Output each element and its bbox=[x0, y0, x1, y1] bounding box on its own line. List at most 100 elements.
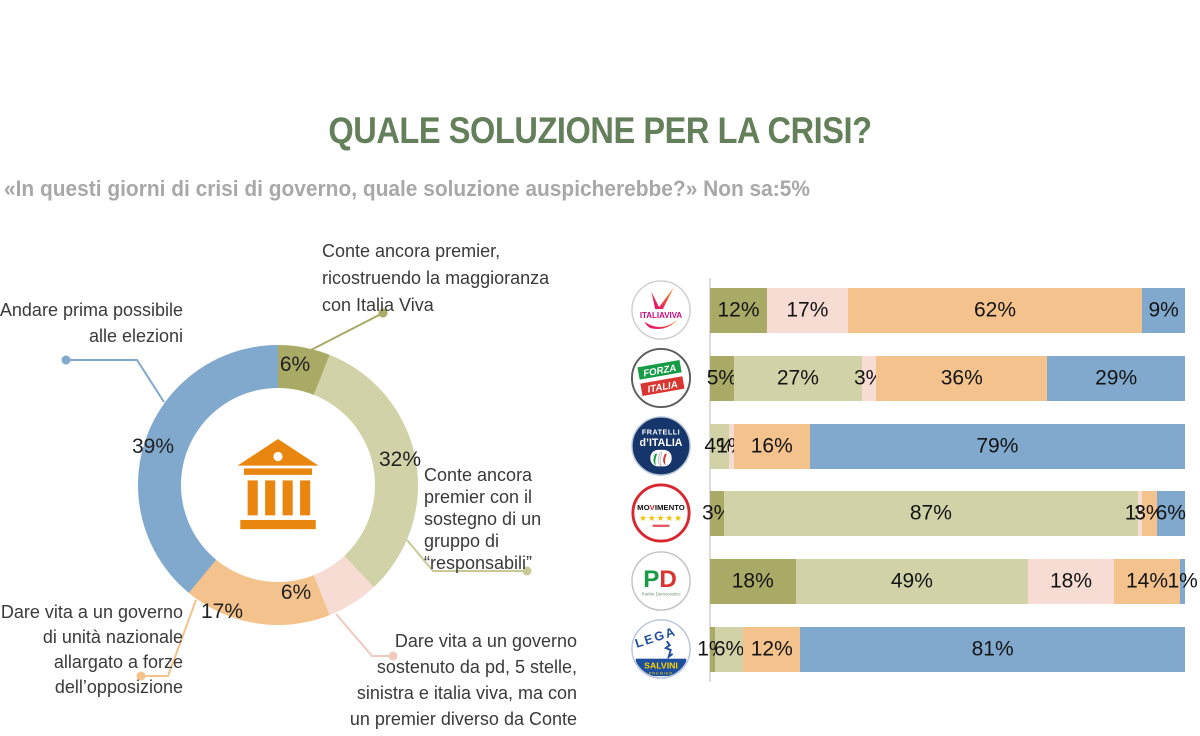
donut-percent-label: 6% bbox=[280, 581, 312, 604]
bar-segment: 3% bbox=[854, 356, 884, 401]
donut-chart: 6% 32% 6% 17% 39% bbox=[132, 345, 422, 625]
callout-line: ricostruendo la maggioranza bbox=[322, 268, 550, 288]
svg-text:PD: PD bbox=[643, 566, 677, 593]
bar-segment: 3% bbox=[702, 491, 732, 536]
callout-line: Conte ancora bbox=[424, 465, 533, 485]
party-logo-italia-viva: ITALIAVIVA bbox=[630, 279, 692, 341]
bar-segment-label: 36% bbox=[940, 366, 983, 390]
stacked-bar-lega: 1% 6% 12% 81% bbox=[697, 627, 1185, 672]
donut-callout: Dare vita a un governo sostenuto da pd, 5… bbox=[350, 628, 577, 732]
bar-segment-label: 18% bbox=[1049, 569, 1093, 593]
bar-segment: 6% bbox=[713, 627, 745, 672]
page-title: QUALE SOLUZIONE PER LA CRISI? bbox=[328, 110, 872, 151]
svg-text:SALVINI: SALVINI bbox=[644, 660, 678, 670]
svg-text:ITALIAVIVA: ITALIAVIVA bbox=[640, 311, 683, 320]
callout-line: sostegno di un bbox=[424, 509, 542, 529]
bar-segment: 6% bbox=[1155, 491, 1186, 536]
bar-segment: 5% bbox=[706, 356, 738, 401]
donut-callout: Andare prima possibile alle elezioni bbox=[0, 297, 183, 349]
party-logo-forza-italia: FORZA ITALIA bbox=[630, 347, 692, 409]
donut-percent-label: 6% bbox=[279, 353, 311, 376]
bar-segment: 4% bbox=[704, 424, 735, 469]
stacked-bar-fratelli-d-italia: 4% 1% 16% 79% bbox=[704, 424, 1185, 469]
bar-segment-label: 79% bbox=[976, 434, 1019, 458]
party-logo-partito-democratico: PD Partito Democratico bbox=[630, 550, 692, 612]
donut-callout: Dare vita a un governo di unità nazionale… bbox=[1, 600, 183, 700]
bar-segment-label: 12% bbox=[717, 298, 760, 322]
bar-segment-label: 16% bbox=[750, 434, 793, 458]
svg-text:d’ITALIA: d’ITALIA bbox=[640, 437, 683, 449]
bar-segment-label: 6% bbox=[713, 637, 745, 661]
bar-segment: 62% bbox=[847, 288, 1143, 333]
stacked-bar-partito-democratico: 18% 49% 18% 14% 1% bbox=[710, 559, 1198, 604]
survey-question: «In questi giorni di crisi di governo, q… bbox=[4, 176, 810, 201]
bar-segment-label: 9% bbox=[1148, 298, 1179, 322]
bar-segment: 1% bbox=[1167, 559, 1198, 604]
bar-segment-label: 4% bbox=[704, 434, 735, 458]
callout-line: gruppo di bbox=[424, 531, 500, 551]
bank-building-icon bbox=[237, 439, 319, 530]
bar-segment-label: 18% bbox=[731, 569, 774, 593]
svg-text:Partito Democratico: Partito Democratico bbox=[642, 592, 681, 597]
bar-segment: 18% bbox=[1028, 559, 1114, 604]
leader-dot bbox=[61, 355, 71, 365]
bar-segment-label: 87% bbox=[909, 501, 952, 525]
bar-segment-label: 62% bbox=[973, 298, 1017, 322]
bar-segment-label: 14% bbox=[1125, 569, 1169, 593]
bar-segment: 9% bbox=[1142, 288, 1185, 333]
callout-line: “responsabili” bbox=[424, 553, 533, 573]
bar-segment: 87% bbox=[724, 491, 1138, 536]
callout-line: alle elezioni bbox=[88, 326, 183, 346]
bar-segment: 12% bbox=[710, 288, 767, 333]
leader-line bbox=[66, 359, 165, 403]
svg-text:PREMIER: PREMIER bbox=[649, 671, 673, 676]
callout-line: sinistra e italia viva, ma con bbox=[356, 683, 577, 703]
donut-callout: Conte ancora premier, ricostruendo la mag… bbox=[322, 238, 549, 319]
svg-text:MOVIMENTO: MOVIMENTO bbox=[637, 503, 685, 512]
bar-segment: 36% bbox=[876, 356, 1048, 401]
bar-segment: 29% bbox=[1047, 356, 1185, 401]
donut-hole bbox=[181, 388, 375, 582]
party-logo-movimento-5-stelle: MOVIMENTO ★★★★★ bbox=[630, 482, 692, 544]
donut-callout: Conte ancora premier con il sostegno di un… bbox=[424, 464, 541, 574]
bar-segment: 49% bbox=[795, 559, 1029, 604]
axis-line bbox=[709, 278, 711, 682]
callout-line: Dare vita a un governo bbox=[0, 602, 183, 622]
callout-line: Conte ancora premier, bbox=[322, 241, 501, 261]
bar-segment: 14% bbox=[1113, 559, 1181, 604]
donut-percent-label: 32% bbox=[378, 448, 422, 471]
bar-segment: 27% bbox=[733, 356, 862, 401]
bar-segment: 16% bbox=[733, 424, 810, 469]
bar-segment: 81% bbox=[800, 627, 1185, 672]
callout-line: Dare vita a un governo bbox=[394, 631, 577, 651]
bar-segment-label: 5% bbox=[706, 366, 738, 390]
bar-segment-label: 29% bbox=[1095, 366, 1138, 390]
bar-segment: 3% bbox=[1134, 491, 1165, 536]
callout-line: di unità nazionale bbox=[42, 627, 183, 647]
callout-line: dell’opposizione bbox=[54, 677, 183, 697]
svg-text:FRATELLI: FRATELLI bbox=[642, 427, 680, 436]
bar-segment-label: 81% bbox=[971, 637, 1014, 661]
callout-line: un premier diverso da Conte bbox=[349, 709, 577, 729]
callout-line: premier con il bbox=[424, 487, 533, 507]
callout-line: sostenuto da pd, 5 stelle, bbox=[376, 657, 577, 677]
bar-segment: 12% bbox=[743, 627, 801, 672]
donut-percent-label: 17% bbox=[200, 600, 244, 623]
bar-segment-label: 27% bbox=[776, 366, 819, 390]
party-logo-fratelli-d-italia: FRATELLI d’ITALIA bbox=[630, 415, 692, 477]
stacked-bar-italia-viva: 12% 17% 62% 9% bbox=[710, 288, 1185, 333]
stacked-bar-forza-italia: 5% 27% 3% 36% 29% bbox=[706, 356, 1185, 401]
bar-segment-label: 17% bbox=[786, 298, 829, 322]
svg-text:ITALIA: ITALIA bbox=[647, 379, 679, 395]
callout-line: con Italia Viva bbox=[322, 295, 434, 315]
donut-percent-label: 39% bbox=[131, 435, 175, 458]
stacked-bar-movimento-5-stelle: 3% 87% 1% 3% 6% bbox=[702, 491, 1186, 536]
bar-segment: 79% bbox=[809, 424, 1185, 469]
callout-line: allargato a forze bbox=[53, 652, 183, 672]
bar-segment-label: 49% bbox=[890, 569, 933, 593]
party-logo-lega: LEGA SALVINI PREMIER bbox=[630, 618, 692, 680]
bar-segment-label: 6% bbox=[1155, 501, 1186, 525]
bar-segment: 18% bbox=[710, 559, 796, 604]
callout-line: Andare prima possibile bbox=[0, 300, 183, 320]
